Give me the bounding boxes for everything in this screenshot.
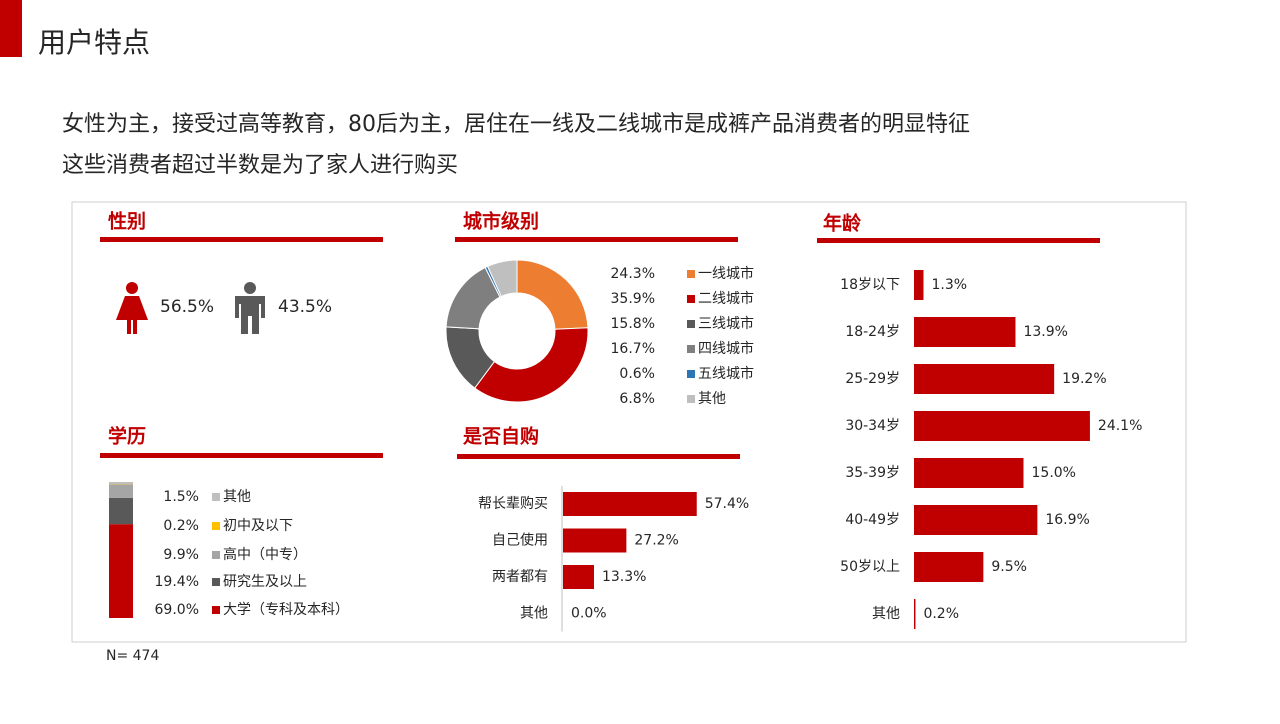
- legend-swatch: [212, 522, 220, 530]
- bar: [914, 599, 915, 629]
- value-label: 1.3%: [931, 277, 967, 293]
- legend-label: 其他: [223, 489, 251, 505]
- panel-underline: [457, 454, 740, 459]
- value-label: 56.5%: [160, 297, 214, 317]
- legend-label: 二线城市: [698, 290, 754, 307]
- value-label: 35.9%: [611, 291, 655, 307]
- legend-label: 三线城市: [698, 315, 754, 332]
- value-label: 16.7%: [611, 341, 655, 357]
- value-label: 13.9%: [1023, 324, 1067, 340]
- value-label: 15.0%: [1032, 465, 1076, 481]
- stack-segment: [109, 524, 133, 618]
- legend-swatch: [687, 270, 695, 278]
- value-label: 13.3%: [602, 569, 646, 585]
- note: N= 474: [106, 648, 159, 664]
- legend-swatch: [687, 320, 695, 328]
- legend-label: 高中（中专）: [223, 546, 307, 563]
- panel-title: 性别: [108, 210, 146, 233]
- legend-swatch: [687, 295, 695, 303]
- legend-swatch: [687, 395, 695, 403]
- stack-segment: [109, 482, 133, 484]
- icon-head: [126, 282, 138, 294]
- value-label: 1.5%: [163, 489, 199, 505]
- category-label: 25-29岁: [845, 371, 900, 387]
- legend-swatch: [687, 370, 695, 378]
- person-icon: [235, 282, 265, 334]
- category-label: 18岁以下: [840, 277, 900, 293]
- legend-label: 四线城市: [698, 340, 754, 357]
- legend-swatch: [687, 345, 695, 353]
- category-label: 自己使用: [492, 532, 548, 549]
- legend-label: 其他: [698, 391, 726, 407]
- legend-swatch: [212, 493, 220, 501]
- category-label: 40-49岁: [845, 512, 900, 528]
- legend-label: 一线城市: [698, 265, 754, 282]
- value-label: 0.2%: [923, 606, 959, 622]
- bar: [563, 492, 697, 516]
- value-label: 24.3%: [611, 266, 655, 282]
- legend-swatch: [212, 551, 220, 559]
- bar: [914, 364, 1054, 394]
- panel-title: 学历: [108, 425, 146, 448]
- category-label: 其他: [872, 606, 900, 622]
- legend-swatch: [212, 606, 220, 614]
- bar: [914, 458, 1024, 488]
- value-label: 9.9%: [163, 547, 199, 563]
- bar: [914, 505, 1037, 535]
- legend-label: 五线城市: [698, 365, 754, 382]
- value-label: 16.9%: [1045, 512, 1089, 528]
- panel-underline: [100, 453, 383, 458]
- legend-label: 研究生及以上: [223, 574, 307, 590]
- panel-title: 城市级别: [463, 210, 539, 233]
- slide-title: 用户特点: [38, 26, 150, 59]
- value-label: 43.5%: [278, 297, 332, 317]
- value-label: 19.4%: [155, 574, 199, 590]
- category-label: 两者都有: [492, 569, 548, 585]
- category-label: 30-34岁: [845, 418, 900, 434]
- bar: [563, 529, 626, 553]
- legend-label: 大学（专科及本科）: [223, 602, 349, 618]
- legend-swatch: [212, 578, 220, 586]
- bar: [563, 565, 594, 589]
- value-label: 57.4%: [705, 496, 749, 512]
- donut-slice: [517, 260, 588, 329]
- person-icon: [116, 282, 148, 334]
- category-label: 35-39岁: [845, 465, 900, 481]
- subtitle: 女性为主，接受过高等教育，80后为主，居住在一线及二线城市是成裤产品消费者的明显…: [62, 112, 970, 137]
- subtitle: 这些消费者超过半数是为了家人进行购买: [62, 153, 458, 178]
- icon-body: [116, 296, 148, 334]
- value-label: 6.8%: [619, 391, 655, 407]
- panel-underline: [455, 237, 738, 242]
- stack-segment: [109, 498, 133, 524]
- bar: [914, 552, 983, 582]
- icon-body: [235, 296, 265, 334]
- category-label: 50岁以上: [840, 559, 900, 575]
- panel-underline: [100, 237, 383, 242]
- panel-title: 年龄: [823, 212, 862, 235]
- value-label: 0.6%: [619, 366, 655, 382]
- category-label: 帮长辈购买: [478, 496, 548, 512]
- value-label: 0.0%: [571, 606, 607, 622]
- value-label: 0.2%: [163, 518, 199, 534]
- value-label: 15.8%: [611, 316, 655, 332]
- value-label: 69.0%: [155, 602, 199, 618]
- value-label: 27.2%: [634, 533, 678, 549]
- bar: [914, 270, 923, 300]
- panel-underline: [817, 238, 1100, 243]
- panel-title: 是否自购: [463, 425, 539, 448]
- icon-head: [244, 282, 256, 294]
- category-label: 18-24岁: [845, 324, 900, 340]
- bar: [914, 411, 1090, 441]
- value-label: 9.5%: [991, 559, 1027, 575]
- bar: [914, 317, 1015, 347]
- stack-segment: [109, 484, 133, 497]
- legend-label: 初中及以下: [223, 517, 293, 534]
- accent-bar: [0, 0, 22, 57]
- value-label: 19.2%: [1062, 371, 1106, 387]
- category-label: 其他: [520, 606, 548, 622]
- value-label: 24.1%: [1098, 418, 1142, 434]
